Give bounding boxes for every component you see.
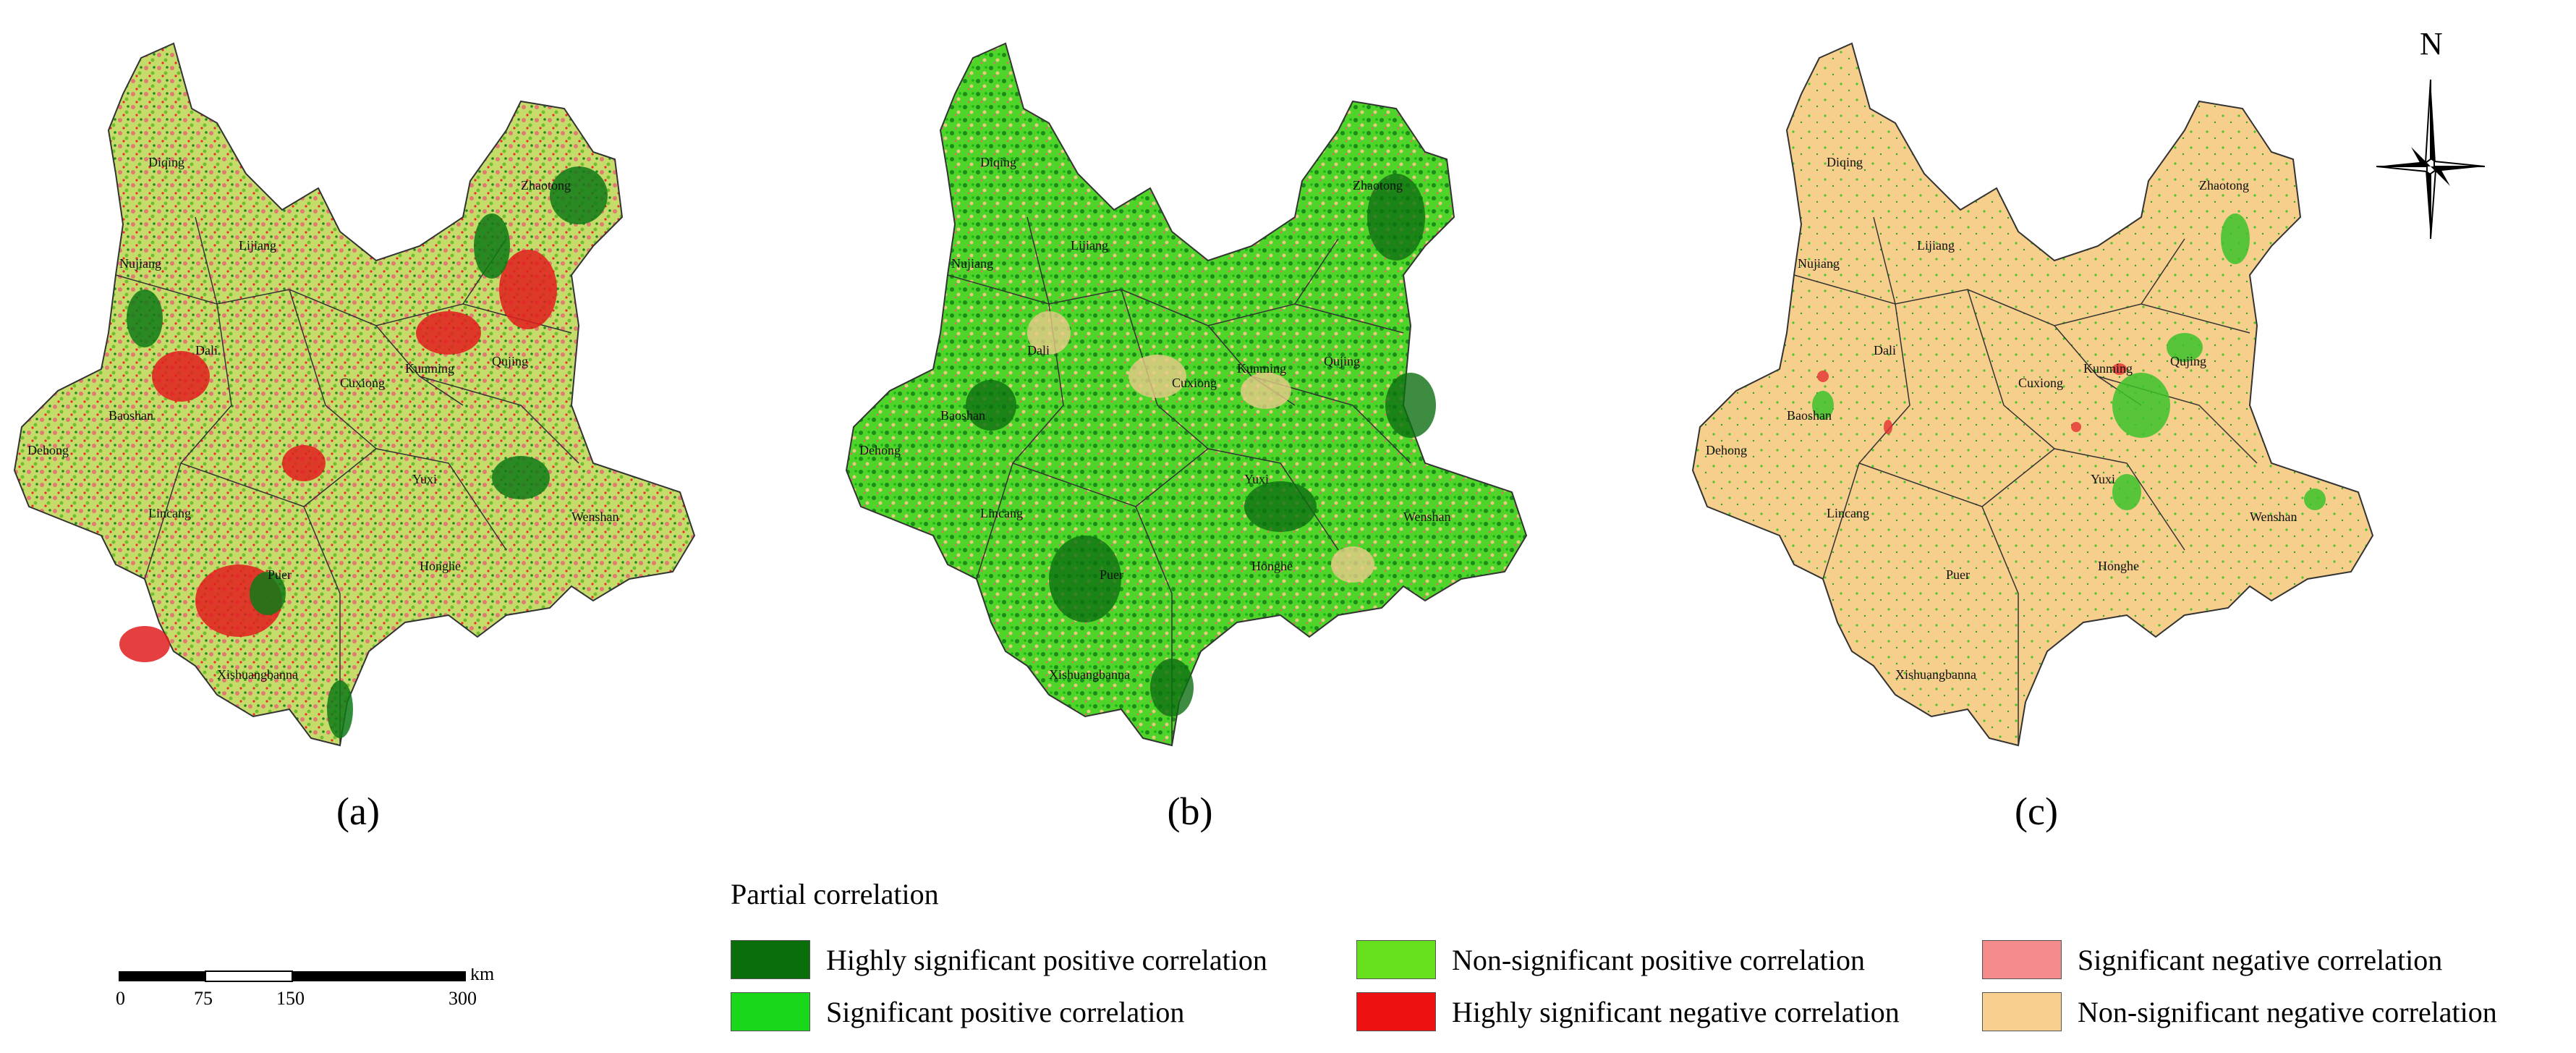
legend-swatch [1982, 992, 2062, 1031]
legend-item-nonsig-negative: Non-significant negative correlation [1982, 991, 2497, 1032]
place-lincang-a: Lincang [148, 506, 191, 520]
place-xishuangbanna-c: Xishuangbanna [1895, 667, 1976, 682]
patch-layer-b-tan [1027, 311, 1374, 583]
place-lincang-c: Lincang [1827, 506, 1869, 520]
map-b-svg: Diqing Nujiang Lijiang Dali Baoshan Deho… [845, 42, 1528, 747]
legend-label: Non-significant negative correlation [2078, 995, 2497, 1028]
place-kunming-a: Kunming [405, 361, 454, 376]
place-dali-c: Dali [1874, 343, 1896, 358]
place-nujiang-a: Nujiang [119, 256, 161, 271]
place-lijiang-b: Lijiang [1071, 238, 1108, 253]
scale-tick-0: 0 [116, 988, 125, 1009]
place-zhaotong-a: Zhaotong [521, 178, 571, 193]
place-diqing-b: Diqing [980, 155, 1016, 169]
place-baoshan-a: Baoshan [109, 408, 153, 423]
place-honghe-a: Honghe [420, 559, 461, 573]
place-kunming-b: Kunming [1237, 361, 1286, 376]
place-cuxiong-a: Cuxiong [340, 376, 385, 390]
place-lincang-b: Lincang [980, 506, 1023, 520]
place-qujing-a: Qujing [492, 354, 528, 368]
place-nujiang-b: Nujiang [951, 256, 993, 271]
north-arrow: N [2376, 22, 2486, 240]
panel-label-b: (b) [1167, 790, 1213, 833]
patch-layer-c-red [1817, 363, 2127, 434]
legend-item-highly-sig-positive: Highly significant positive correlation [731, 939, 1267, 980]
place-dali-a: Dali [195, 343, 218, 358]
legend-item-sig-negative: Significant negative correlation [1982, 939, 2442, 980]
yunnan-outline-c [1691, 42, 2374, 747]
place-nujiang-c: Nujiang [1798, 256, 1840, 271]
legend-swatch [731, 940, 810, 979]
place-puer-c: Puer [1946, 567, 1970, 582]
panel-label-c: (c) [2015, 790, 2058, 833]
place-diqing-c: Diqing [1827, 155, 1863, 169]
place-yuxi-c: Yuxi [2091, 472, 2115, 486]
legend-title: Partial correlation [731, 878, 939, 910]
place-yuxi-b: Yuxi [1244, 472, 1269, 486]
legend-label: Highly significant negative correlation [1452, 995, 1900, 1028]
patch-layer-c [1812, 213, 2326, 510]
compass-icon: N [2376, 26, 2486, 240]
legend-item-nonsig-positive: Non-significant positive correlation [1356, 939, 1865, 980]
place-dali-b: Dali [1027, 343, 1050, 358]
place-qujing-b: Qujing [1324, 354, 1360, 368]
legend-label: Non-significant positive correlation [1452, 943, 1865, 976]
map-a-svg: Diqing Nujiang Lijiang Dali Baoshan Deho… [13, 42, 696, 747]
patch-layer-a [119, 250, 557, 662]
legend-label: Significant positive correlation [826, 995, 1185, 1028]
legend-label: Significant negative correlation [2078, 943, 2443, 976]
scale-tick-150: 150 [276, 988, 305, 1009]
legend-item-sig-positive: Significant positive correlation [731, 991, 1184, 1032]
patch-layer-b [966, 174, 1436, 716]
legend-swatch [1982, 940, 2062, 979]
place-puer-a: Puer [268, 567, 292, 582]
patch-layer-a-green [127, 166, 608, 738]
scale-tick-300: 300 [449, 988, 477, 1009]
place-lijiang-a: Lijiang [239, 238, 276, 253]
place-cuxiong-c: Cuxiong [2018, 376, 2063, 390]
place-diqing-a: Diqing [148, 155, 184, 169]
map-panel-b: Diqing Nujiang Lijiang Dali Baoshan Deho… [832, 0, 1555, 833]
place-zhaotong-b: Zhaotong [1353, 178, 1403, 193]
place-lijiang-c: Lijiang [1917, 238, 1955, 253]
map-panel-c: Diqing Nujiang Lijiang Dali Baoshan Deho… [1678, 0, 2402, 833]
legend-swatch [731, 992, 810, 1031]
place-wenshan-a: Wenshan [571, 509, 619, 524]
place-wenshan-c: Wenshan [2250, 509, 2297, 524]
place-xishuangbanna-a: Xishuangbanna [217, 667, 298, 682]
place-baoshan-c: Baoshan [1787, 408, 1832, 423]
place-zhaotong-c: Zhaotong [2199, 178, 2249, 193]
scale-bar-svg: 0 75 150 300 km [116, 963, 494, 1009]
place-puer-b: Puer [1100, 567, 1123, 582]
place-dehong-c: Dehong [1706, 443, 1747, 457]
place-dehong-b: Dehong [859, 443, 901, 457]
legend-swatch [1356, 992, 1436, 1031]
place-qujing-c: Qujing [2170, 354, 2206, 368]
panel-label-a: (a) [336, 790, 380, 833]
place-baoshan-b: Baoshan [940, 408, 985, 423]
place-xishuangbanna-b: Xishuangbanna [1049, 667, 1130, 682]
district-borders-c [1793, 216, 2258, 745]
place-wenshan-b: Wenshan [1403, 509, 1451, 524]
legend-swatch [1356, 940, 1436, 979]
yunnan-outline-a [13, 42, 696, 747]
scale-bar: 0 75 150 300 km [116, 963, 506, 1033]
map-panel-a: Diqing Nujiang Lijiang Dali Baoshan Deho… [0, 0, 723, 833]
place-honghe-b: Honghe [1251, 559, 1293, 573]
map-c-svg: Diqing Nujiang Lijiang Dali Baoshan Deho… [1691, 42, 2374, 747]
legend-label: Highly significant positive correlation [826, 943, 1267, 976]
scale-unit: km [470, 968, 494, 984]
place-kunming-c: Kunming [2083, 361, 2133, 376]
place-cuxiong-b: Cuxiong [1172, 376, 1217, 390]
scale-tick-75: 75 [194, 988, 213, 1009]
place-honghe-c: Honghe [2098, 559, 2139, 573]
legend-item-highly-sig-negative: Highly significant negative correlation [1356, 991, 1900, 1032]
place-dehong-a: Dehong [27, 443, 69, 457]
place-yuxi-a: Yuxi [412, 472, 437, 486]
north-label: N [2420, 26, 2443, 62]
